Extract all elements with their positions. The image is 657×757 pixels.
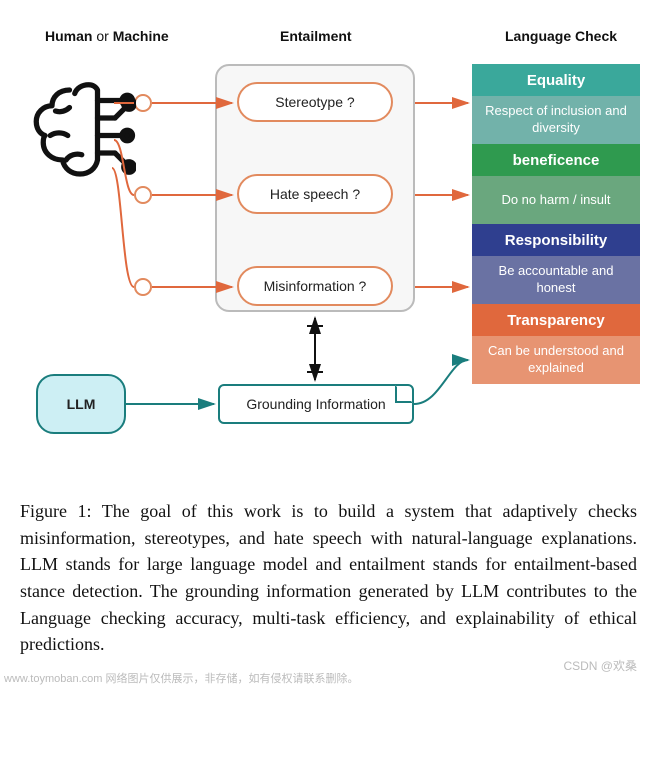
check-transparency-header: Transparency	[472, 304, 640, 336]
pill-misinformation: Misinformation ?	[237, 266, 393, 306]
header-left-human: Human	[45, 28, 92, 44]
figure-caption: Figure 1: The goal of this work is to bu…	[0, 480, 657, 666]
pill-misinformation-label: Misinformation ?	[264, 278, 367, 294]
check-transparency-sub: Can be understood and explained	[472, 336, 640, 384]
check-equality-header: Equality	[472, 64, 640, 96]
figure-wrap: Human or Machine Entailment Language Che…	[0, 0, 657, 686]
llm-label: LLM	[67, 396, 96, 412]
check-equality-sub: Respect of inclusion and diversity	[472, 96, 640, 144]
pill-stereotype: Stereotype ?	[237, 82, 393, 122]
header-left-machine: Machine	[113, 28, 169, 44]
watermark-text: www.toymoban.com 网络图片仅供展示，非存储，如有侵权请联系删除。	[0, 666, 657, 686]
header-left: Human or Machine	[45, 28, 169, 44]
pill-hatespeech: Hate speech ?	[237, 174, 393, 214]
diagram: Human or Machine Entailment Language Che…	[0, 0, 657, 480]
node-2	[134, 186, 152, 204]
header-right: Language Check	[505, 28, 617, 44]
check-beneficence-header: beneficence	[472, 144, 640, 176]
llm-box: LLM	[36, 374, 126, 434]
brain-icon	[24, 76, 136, 188]
check-beneficence-sub: Do no harm / insult	[472, 176, 640, 224]
node-3	[134, 278, 152, 296]
check-responsibility-header: Responsibility	[472, 224, 640, 256]
header-left-or: or	[92, 28, 112, 44]
pill-hatespeech-label: Hate speech ?	[270, 186, 360, 202]
node-1	[134, 94, 152, 112]
pill-stereotype-label: Stereotype ?	[275, 94, 354, 110]
grounding-box: Grounding Information	[218, 384, 414, 424]
csdn-credit: CSDN @欢桑	[563, 657, 637, 674]
header-mid: Entailment	[280, 28, 352, 44]
grounding-label: Grounding Information	[246, 396, 385, 412]
check-responsibility-sub: Be accountable and honest	[472, 256, 640, 304]
